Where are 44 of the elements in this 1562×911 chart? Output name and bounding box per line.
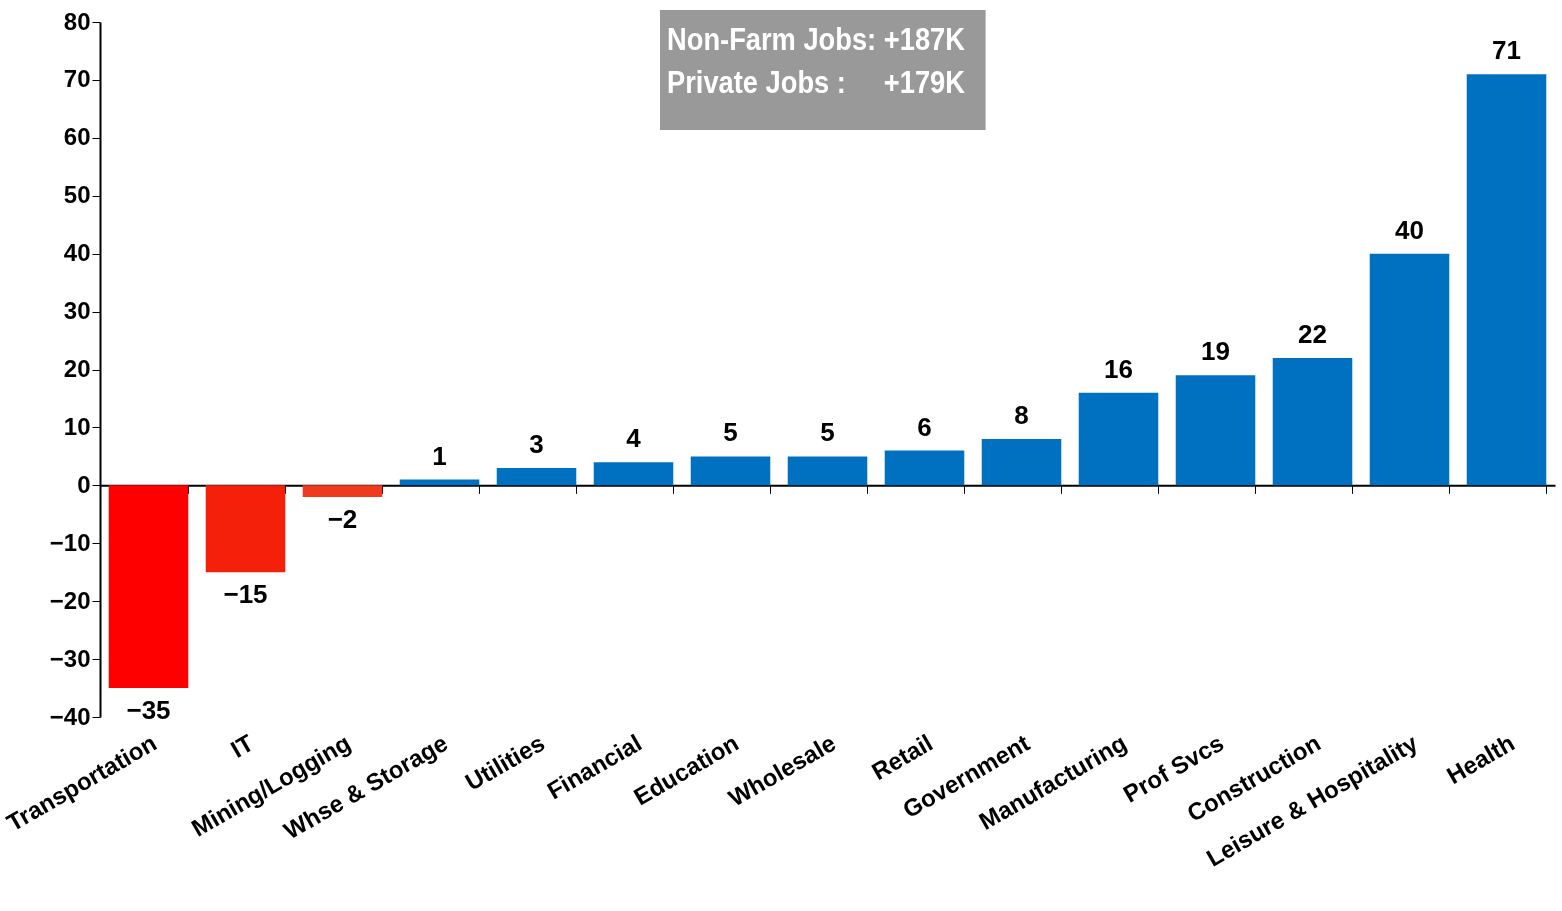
y-tick-label: 60	[63, 123, 91, 151]
bar	[205, 485, 286, 573]
data-label: −2	[327, 503, 358, 534]
bar	[690, 456, 771, 486]
y-tick-label: 0	[77, 470, 91, 498]
bar	[884, 450, 965, 486]
y-tick-label: −20	[49, 586, 91, 614]
bar	[1175, 375, 1256, 486]
data-label: −35	[126, 695, 171, 726]
bar	[593, 462, 674, 486]
data-label: 8	[1014, 400, 1029, 430]
bar	[108, 485, 189, 689]
bar	[1272, 357, 1353, 486]
bar	[1466, 74, 1547, 486]
y-tick-label: 80	[63, 7, 91, 35]
bar	[302, 485, 383, 497]
y-tick-label: 40	[63, 239, 91, 267]
annotation: Non-Farm Jobs: +187K	[667, 21, 966, 59]
data-label: 22	[1298, 318, 1327, 349]
data-label: 16	[1104, 353, 1133, 384]
y-tick-label: −40	[49, 702, 91, 730]
bar	[787, 456, 868, 486]
data-label: 6	[917, 411, 932, 442]
bar	[496, 467, 577, 486]
y-tick-label: 50	[63, 181, 91, 209]
bar	[1078, 392, 1159, 486]
data-label: −15	[223, 579, 268, 610]
data-label: 5	[723, 417, 738, 448]
y-tick-label: 70	[63, 65, 91, 93]
data-label: 1	[432, 440, 447, 471]
annotation: Private Jobs : +179K	[667, 64, 966, 102]
y-tick-label: 30	[63, 297, 91, 325]
data-label: 5	[820, 417, 835, 448]
data-label: 40	[1395, 214, 1424, 245]
bar	[1369, 253, 1450, 486]
data-label: 4	[626, 423, 642, 454]
data-label: 19	[1201, 336, 1230, 367]
bar	[981, 439, 1062, 486]
data-label: 71	[1492, 35, 1521, 66]
y-tick-label: 20	[63, 355, 91, 382]
y-tick-label: 10	[63, 412, 91, 440]
y-tick-label: −30	[49, 644, 91, 672]
data-label: 3	[529, 428, 544, 459]
y-tick-label: −10	[49, 528, 91, 556]
